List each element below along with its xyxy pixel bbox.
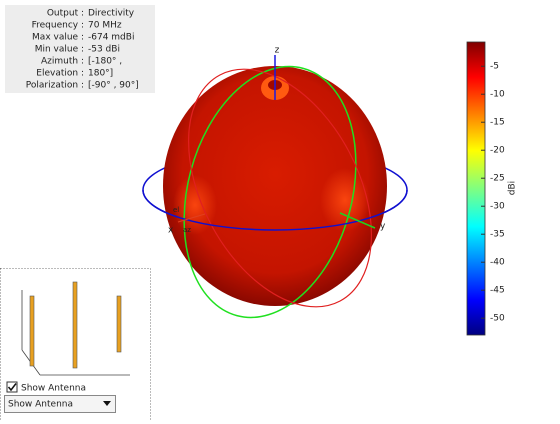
x-axis: [177, 213, 206, 223]
checkbox-label[interactable]: Show Antenna: [21, 384, 86, 394]
info-value: [-180° ,: [88, 57, 122, 67]
axis-label: x: [168, 226, 174, 236]
colorbar-tick-label: -50: [490, 314, 505, 324]
azimuth-ring-front: [142, 189, 408, 231]
info-value: -53 dBi: [88, 45, 120, 55]
axis-label: az: [183, 226, 191, 234]
axis-label: z: [275, 46, 280, 56]
info-label: Output :: [47, 9, 84, 19]
info-value: -674 mdBi: [88, 33, 134, 43]
antenna-drawing: [21, 281, 130, 376]
info-label: Elevation :: [36, 69, 84, 79]
info-label: Max value :: [32, 33, 84, 43]
info-rows: Output : Directivity Frequency : 70 MHz Max …: [26, 9, 139, 91]
colorbar-tick-label: -40: [490, 258, 505, 268]
colorbar: [466, 41, 486, 336]
pattern-sphere: [163, 66, 387, 306]
info-value: [-90° , 90°]: [88, 81, 139, 91]
checkbox-check: [7, 383, 17, 392]
checkbox[interactable]: [6, 381, 18, 393]
colorbar-tick-label: -45: [490, 286, 505, 296]
dropdown[interactable]: [4, 395, 116, 413]
info-label: Frequency :: [32, 21, 84, 31]
colorbar-label: dBi: [508, 181, 518, 195]
y-axis: [339, 212, 376, 229]
dropdown-value[interactable]: Show Antenna: [8, 400, 73, 410]
info-value: 70 MHz: [88, 21, 122, 31]
info-label: Min value :: [35, 45, 84, 55]
axis-label: el: [173, 206, 179, 214]
info-box: [5, 5, 155, 93]
colorbar-tick-label: -15: [490, 118, 505, 128]
highlight: [320, 168, 370, 232]
axis-label: y: [380, 222, 386, 232]
colorbar-tick-label: -20: [490, 146, 505, 156]
info-label: Azimuth :: [41, 57, 84, 67]
colorbar-tick-label: -5: [490, 62, 499, 72]
info-value: 180°]: [88, 69, 113, 79]
dropdown-arrow[interactable]: [103, 401, 111, 406]
colorbar-tick-label: -25: [490, 174, 505, 184]
colorbar-tick-label: -35: [490, 230, 505, 240]
colorbar-tick-label: -30: [490, 202, 505, 212]
info-label: Polarization :: [26, 81, 84, 91]
info-value: Directivity: [88, 9, 135, 19]
colorbar-ticks: -5 -10 -15 -20 -25 -30 -35 -40 -45 -50: [481, 62, 505, 324]
colorbar-tick-label: -10: [490, 90, 505, 100]
elevation-ring: [183, 65, 357, 319]
